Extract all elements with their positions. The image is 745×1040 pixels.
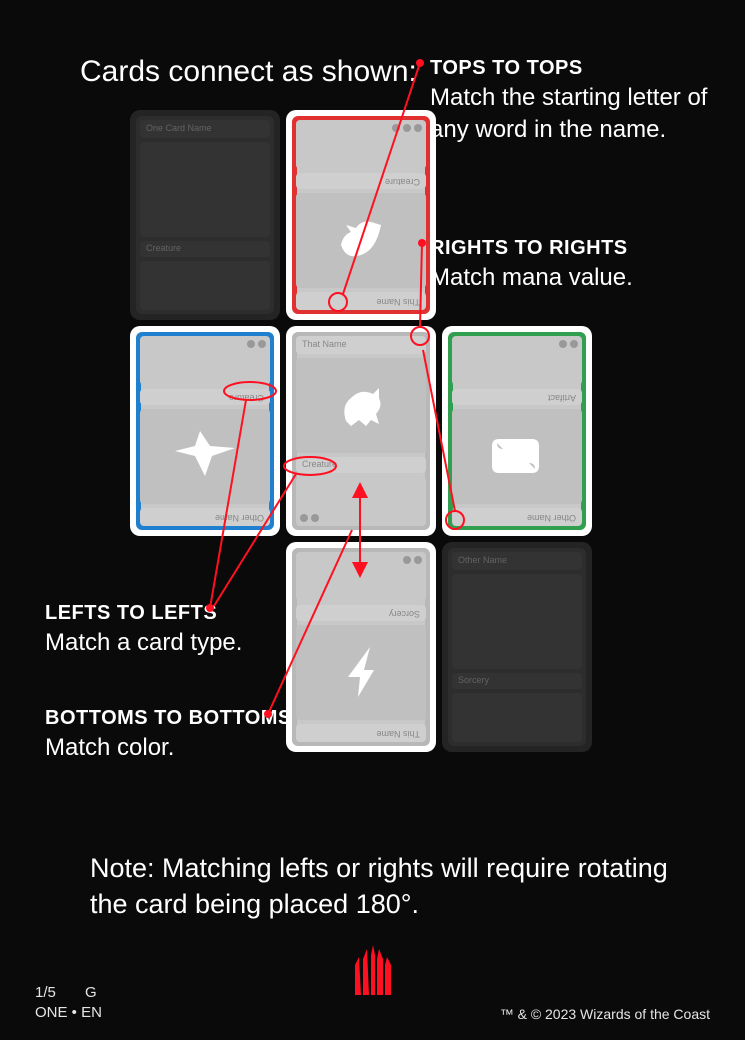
card-name: This Name	[296, 292, 426, 310]
card-bottom-gray: This Name Sorcery	[286, 542, 436, 752]
rarity: G	[85, 984, 97, 1001]
copyright: ™ & © 2023 Wizards of the Coast	[500, 1006, 710, 1022]
collector-number: 1/5	[35, 984, 56, 1001]
set-lang: ONE • EN	[35, 1004, 102, 1021]
callout-tops-head: TOPS TO TOPS	[430, 55, 720, 82]
card-top-red: This Name Creature	[286, 110, 436, 320]
card-name: Other Name	[140, 508, 270, 526]
card-right-green: Other Name Artifact	[442, 326, 592, 536]
dragon-icon	[331, 211, 391, 271]
horse-icon	[331, 376, 391, 436]
card-name: That Name	[296, 336, 426, 354]
card-type: Artifact	[452, 389, 582, 405]
faerie-icon	[170, 427, 240, 487]
card-type: Sorcery	[296, 605, 426, 621]
card-grid: One Card Name Creature This Name Creatur…	[130, 110, 600, 830]
note-text: Note: Matching lefts or rights will requ…	[90, 850, 685, 923]
card-name: Other Name	[452, 552, 582, 570]
card-left-blue: Other Name Creature	[130, 326, 280, 536]
scroll-icon	[487, 432, 547, 482]
card-center: That Name Creature	[286, 326, 436, 536]
card-name: This Name	[296, 724, 426, 742]
card-type: Creature	[296, 457, 426, 473]
footer: 1/5 G ONE • EN ™ & © 2023 Wizards of the…	[35, 983, 710, 1022]
card-bottom-ghost: Other Name Sorcery	[442, 542, 592, 752]
page-title: Cards connect as shown:	[80, 55, 417, 89]
card-name: Other Name	[452, 508, 582, 526]
card-type: Creature	[140, 389, 270, 405]
card-name: One Card Name	[140, 120, 270, 138]
card-type: Sorcery	[452, 673, 582, 689]
card-type: Creature	[296, 173, 426, 189]
card-type: Creature	[140, 241, 270, 257]
bolt-icon	[336, 643, 386, 703]
card-top-ghost: One Card Name Creature	[130, 110, 280, 320]
